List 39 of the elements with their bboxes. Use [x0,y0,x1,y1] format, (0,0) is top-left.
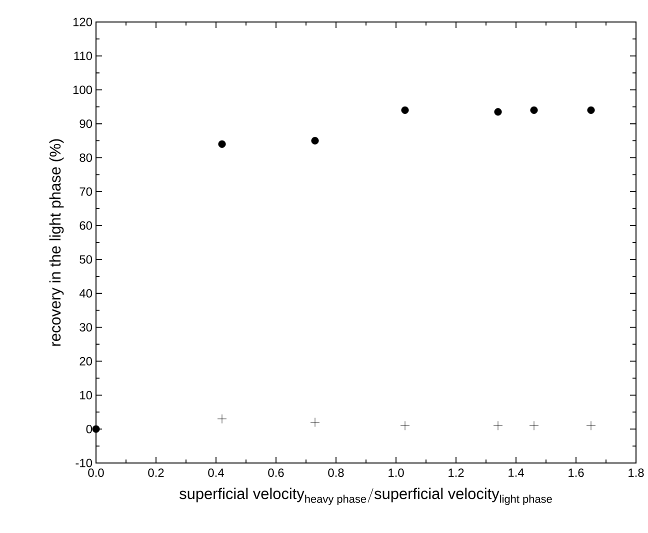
y-tick-label: 20 [80,356,92,366]
x-tick-label: 0.2 [148,468,164,477]
y-tick-label: 0 [86,424,92,434]
point [586,420,596,430]
point [217,414,227,424]
x-tick-label: 1.0 [388,468,404,477]
point [311,136,319,144]
y-tick-label: 80 [80,153,92,162]
x-tick-label: 0.4 [208,468,224,477]
x-tick-label: 0.0 [88,468,104,477]
x-tick-label: 1.6 [568,468,584,477]
y-tick-label: 40 [79,289,92,298]
x-tick-label: 0.6 [268,468,284,477]
x-tick-label: 1.8 [628,468,644,477]
point [92,425,100,433]
x-tick-label: 0.8 [328,468,344,477]
x-tick-label: 1.4 [508,468,524,477]
x-axis-title: $\textrm{superficial velocity}_{\textrm{\fontsize{11}{12}\selectfont heavy phase}}/\textrm{superficial velocity}_{\textrm{\fontsize{11}{12}\selectfont light phase}}$ [180,488,552,506]
point [530,106,538,114]
point [218,140,226,148]
point [310,418,320,427]
x-tick-label: 1.2 [448,468,464,477]
point [400,420,410,430]
y-tick-label: 60 [80,221,92,230]
point [587,106,595,114]
y-tick-label: 100 [73,86,92,94]
y-tick-label: 30 [80,323,92,332]
y-tick-label: 120 [73,18,92,26]
y-tick-label: 70 [80,187,92,196]
y-tick-label: 90 [80,120,92,128]
point [493,420,503,430]
y-tick-label: 10 [80,390,92,400]
point [401,106,409,114]
point [529,420,539,430]
y-tick-label: 50 [80,255,92,264]
y-tick-label: 110 [74,52,92,60]
y-axis-title: recovery in the light phase (%) [49,139,64,346]
point [494,108,502,116]
y-tick-label: -10 [76,458,92,468]
